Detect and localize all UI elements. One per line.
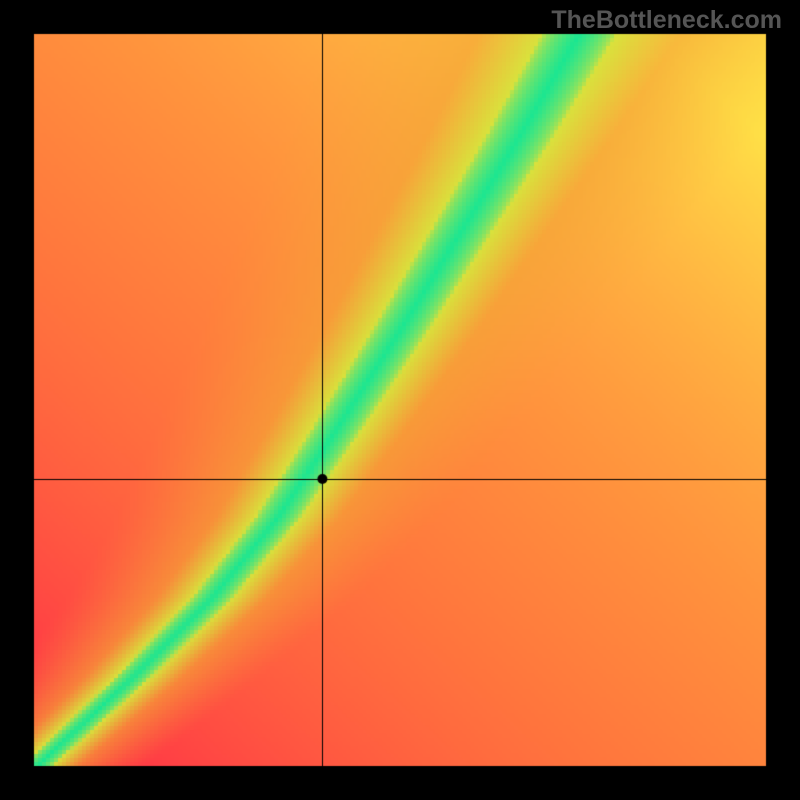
chart-container: TheBottleneck.com [0, 0, 800, 800]
watermark-text: TheBottleneck.com [551, 6, 782, 35]
heatmap-canvas [0, 0, 800, 800]
